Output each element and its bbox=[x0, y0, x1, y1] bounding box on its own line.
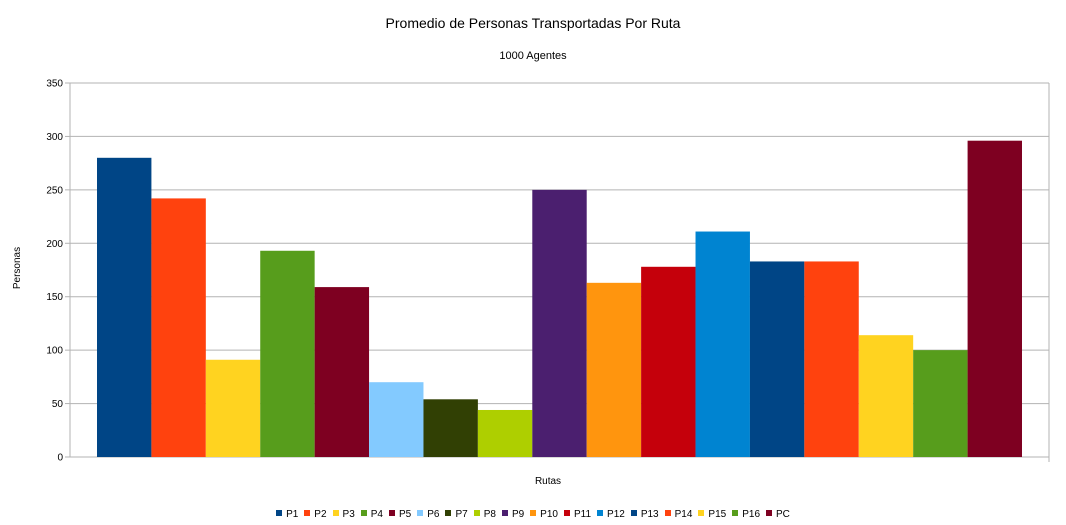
legend-label: P3 bbox=[342, 509, 355, 520]
ytick-label: 100 bbox=[46, 346, 63, 357]
ytick-label: 350 bbox=[46, 79, 63, 90]
legend-item-p3: P3 bbox=[332, 509, 355, 520]
x-axis-label: Rutas bbox=[535, 476, 561, 487]
legend-item-p10: P10 bbox=[530, 509, 558, 520]
legend-label: P8 bbox=[483, 509, 496, 520]
legend-swatch bbox=[332, 510, 339, 517]
legend-label: P11 bbox=[573, 509, 592, 520]
bar-pc bbox=[967, 140, 1022, 457]
legend-item-p11: P11 bbox=[563, 509, 592, 520]
legend-label: P12 bbox=[607, 509, 625, 520]
bar-p13 bbox=[749, 261, 805, 457]
ytick-label: 200 bbox=[46, 239, 63, 250]
bar-p5 bbox=[314, 287, 370, 457]
legend-item-p12: P12 bbox=[597, 509, 625, 520]
bar-p14 bbox=[804, 261, 859, 457]
legend-item-p4: P4 bbox=[360, 509, 383, 520]
legend-item-p13: P13 bbox=[630, 509, 659, 520]
y-axis-ticks: 0 50 100 150 200 250 300 350 bbox=[46, 79, 70, 464]
legend-item-p1: P1 bbox=[276, 509, 298, 520]
legend-label: P15 bbox=[708, 509, 727, 520]
bar-p7 bbox=[423, 399, 478, 457]
bar-p9 bbox=[532, 189, 587, 457]
legend-swatch bbox=[597, 510, 604, 517]
legend-swatch bbox=[766, 510, 773, 517]
legend-swatch bbox=[563, 510, 570, 517]
legend-item-p15: P15 bbox=[698, 509, 726, 520]
legend-item-p9: P9 bbox=[501, 509, 525, 520]
bar-p12 bbox=[695, 231, 750, 457]
legend-label: P16 bbox=[742, 509, 761, 520]
legend-swatch bbox=[389, 510, 395, 517]
legend-item-p14: P14 bbox=[664, 509, 693, 520]
ytick-label: 300 bbox=[46, 132, 63, 143]
ytick-label: 250 bbox=[46, 185, 63, 196]
axes bbox=[69, 83, 1050, 462]
legend-swatch bbox=[664, 510, 671, 517]
legend-item-p16: P16 bbox=[732, 509, 760, 520]
legend-swatch bbox=[417, 510, 424, 517]
legend: P1 P2 P3 P4 P5 P6 P7 P8 P9 P10 P11 P12 P13 P14 P15 P16 P… bbox=[0, 509, 1066, 520]
legend-swatch bbox=[732, 510, 739, 517]
legend-swatch bbox=[360, 510, 367, 517]
legend-label: P14 bbox=[674, 509, 693, 520]
bar-p3 bbox=[205, 359, 261, 457]
legend-swatch bbox=[630, 510, 637, 517]
bar-p10 bbox=[586, 282, 642, 457]
bar-p1 bbox=[97, 157, 152, 458]
y-axis-label: Personas bbox=[12, 247, 23, 289]
legend-label: P10 bbox=[540, 509, 558, 520]
legend-label: P5 bbox=[399, 509, 412, 520]
legend-label: PC bbox=[776, 509, 790, 520]
legend-label: P4 bbox=[370, 509, 383, 520]
bar-p2 bbox=[151, 198, 206, 458]
legend-swatch bbox=[473, 510, 480, 517]
legend-label: P7 bbox=[455, 509, 468, 520]
legend-item-pc: PC bbox=[766, 509, 790, 520]
legend-label: P2 bbox=[314, 509, 327, 520]
legend-label: P9 bbox=[511, 509, 525, 520]
legend-swatch bbox=[530, 510, 537, 517]
legend-item-p6: P6 bbox=[417, 509, 439, 520]
bars bbox=[97, 140, 1022, 458]
bar-p15 bbox=[858, 335, 914, 457]
ytick-label: 0 bbox=[57, 453, 63, 464]
bar-p11 bbox=[641, 266, 696, 457]
legend-item-p8: P8 bbox=[473, 509, 496, 520]
legend-label: P6 bbox=[427, 509, 440, 520]
legend-swatch bbox=[276, 510, 283, 517]
bar-p6 bbox=[369, 382, 424, 457]
bar-p16 bbox=[913, 350, 968, 457]
ytick-label: 50 bbox=[52, 399, 64, 410]
ytick-label: 150 bbox=[46, 292, 63, 303]
legend-swatch bbox=[445, 510, 452, 517]
legend-item-p7: P7 bbox=[445, 509, 468, 520]
bar-p4 bbox=[260, 250, 315, 457]
legend-swatch bbox=[501, 510, 508, 517]
legend-swatch bbox=[304, 510, 311, 517]
chart-title: Promedio de Personas Transportadas Por R… bbox=[385, 15, 681, 31]
bar-p8 bbox=[477, 409, 533, 457]
legend-swatch bbox=[698, 510, 705, 517]
legend-item-p2: P2 bbox=[304, 509, 327, 520]
legend-label: P1 bbox=[286, 509, 299, 520]
legend-item-p5: P5 bbox=[389, 509, 411, 520]
chart-subtitle: 1000 Agentes bbox=[499, 50, 567, 62]
legend-label: P13 bbox=[640, 509, 659, 520]
